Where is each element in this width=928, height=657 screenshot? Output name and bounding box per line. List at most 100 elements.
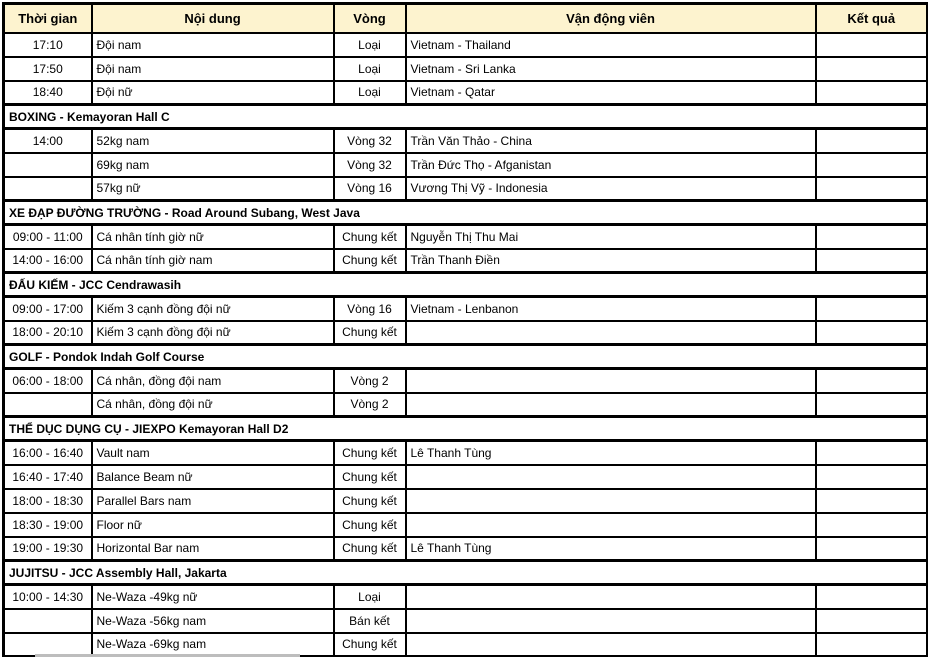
table-row: 18:00 - 18:30 Parallel Bars nam Chung kết [2,487,928,514]
result-cell [814,319,928,346]
column-header-event: Nội dung [90,2,335,34]
round-cell: Chung kết [332,319,407,346]
table-row: Ne-Waza -56kg nam Bán kết [2,607,928,634]
table-row: 16:40 - 17:40 Balance Beam nữ Chung kết [2,463,928,490]
result-cell [814,511,928,538]
athlete-cell: Vietnam - Sri Lanka [404,55,817,82]
round-cell: Vòng 16 [332,175,407,202]
result-cell [814,151,928,178]
athlete-cell: Trần Thanh Điền [404,247,817,274]
event-cell: 52kg nam [90,127,335,154]
event-cell: Đội nam [90,55,335,82]
event-cell: Parallel Bars nam [90,487,335,514]
result-cell [814,463,928,490]
table-row: 19:00 - 19:30 Horizontal Bar nam Chung kết… [2,535,928,562]
event-cell: Cá nhân, đồng đội nữ [90,391,335,418]
athlete-cell [404,607,817,634]
round-cell: Bán kết [332,607,407,634]
time-cell: 18:40 [2,79,93,106]
table-row: 17:50 Đội nam Loại Vietnam - Sri Lanka [2,55,928,82]
table-row: 09:00 - 17:00 Kiếm 3 cạnh đồng đội nữ Vòng… [2,295,928,322]
athlete-cell [404,583,817,610]
result-cell [814,31,928,58]
section-header-row: XE ĐẠP ĐƯỜNG TRƯỜNG - Road Around Subang… [2,199,928,226]
athlete-cell: Vietnam - Lenbanon [404,295,817,322]
round-cell: Vòng 2 [332,391,407,418]
time-cell: 06:00 - 18:00 [2,367,93,394]
event-cell: Ne-Waza -69kg nam [90,631,335,657]
result-cell [814,127,928,154]
round-cell: Loại [332,79,407,106]
round-cell: Vòng 32 [332,151,407,178]
time-cell: 18:30 - 19:00 [2,511,93,538]
section-header-label: GOLF - Pondok Indah Golf Course [2,343,928,370]
time-cell [2,391,93,418]
table-row: 18:30 - 19:00 Floor nữ Chung kết [2,511,928,538]
result-cell [814,535,928,562]
athlete-cell: Lê Thanh Tùng [404,535,817,562]
table-row: 69kg nam Vòng 32 Trần Đức Thọ - Afganistan [2,151,928,178]
round-cell: Vòng 16 [332,295,407,322]
section-header-row: ĐẤU KIẾM - JCC Cendrawasih [2,271,928,298]
time-cell: 14:00 [2,127,93,154]
table-row: Cá nhân, đồng đội nữ Vòng 2 [2,391,928,418]
time-cell [2,151,93,178]
event-cell: Horizontal Bar nam [90,535,335,562]
time-cell: 16:00 - 16:40 [2,439,93,466]
time-cell: 17:10 [2,31,93,58]
result-cell [814,79,928,106]
table-row: 06:00 - 18:00 Cá nhân, đồng đội nam Vòng 2 [2,367,928,394]
section-header-label: JUJITSU - JCC Assembly Hall, Jakarta [2,559,928,586]
result-cell [814,631,928,657]
round-cell: Vòng 2 [332,367,407,394]
event-cell: Cá nhân tính giờ nữ [90,223,335,250]
section-header-label: ĐẤU KIẾM - JCC Cendrawasih [2,271,928,298]
time-cell [2,631,93,657]
time-cell: 18:00 - 18:30 [2,487,93,514]
result-cell [814,607,928,634]
result-cell [814,439,928,466]
event-cell: Balance Beam nữ [90,463,335,490]
athlete-cell [404,631,817,657]
table-row: 18:40 Đội nữ Loại Vietnam - Qatar [2,79,928,106]
event-cell: 69kg nam [90,151,335,178]
result-cell [814,55,928,82]
table-row: 14:00 - 16:00 Cá nhân tính giờ nam Chung k… [2,247,928,274]
time-cell [2,175,93,202]
result-cell [814,247,928,274]
athlete-cell [404,319,817,346]
athlete-cell [404,391,817,418]
round-cell: Chung kết [332,631,407,657]
athlete-cell: Trần Văn Thảo - China [404,127,817,154]
round-cell: Loại [332,55,407,82]
table-row: 14:00 52kg nam Vòng 32 Trần Văn Thảo - Chin… [2,127,928,154]
athlete-cell [404,511,817,538]
event-cell: Ne-Waza -56kg nam [90,607,335,634]
event-cell: 57kg nữ [90,175,335,202]
time-cell: 18:00 - 20:10 [2,319,93,346]
result-cell [814,487,928,514]
result-cell [814,583,928,610]
table-row: 18:00 - 20:10 Kiếm 3 cạnh đồng đội nữ Chun… [2,319,928,346]
round-cell: Chung kết [332,439,407,466]
event-cell: Đội nữ [90,79,335,106]
athlete-cell [404,463,817,490]
event-cell: Vault nam [90,439,335,466]
section-header-row: BOXING - Kemayoran Hall C [2,103,928,130]
event-cell: Cá nhân tính giờ nam [90,247,335,274]
athlete-cell: Vietnam - Qatar [404,79,817,106]
table-row: 57kg nữ Vòng 16 Vương Thị Vỹ - Indonesia [2,175,928,202]
section-header-row: GOLF - Pondok Indah Golf Course [2,343,928,370]
time-cell: 16:40 - 17:40 [2,463,93,490]
athlete-cell: Vietnam - Thailand [404,31,817,58]
table-row: 16:00 - 16:40 Vault nam Chung kết Lê Thanh … [2,439,928,466]
round-cell: Chung kết [332,247,407,274]
event-cell: Floor nữ [90,511,335,538]
athlete-cell: Nguyễn Thị Thu Mai [404,223,817,250]
event-cell: Đội nam [90,31,335,58]
round-cell: Chung kết [332,511,407,538]
event-cell: Kiếm 3 cạnh đồng đội nữ [90,319,335,346]
round-cell: Vòng 32 [332,127,407,154]
